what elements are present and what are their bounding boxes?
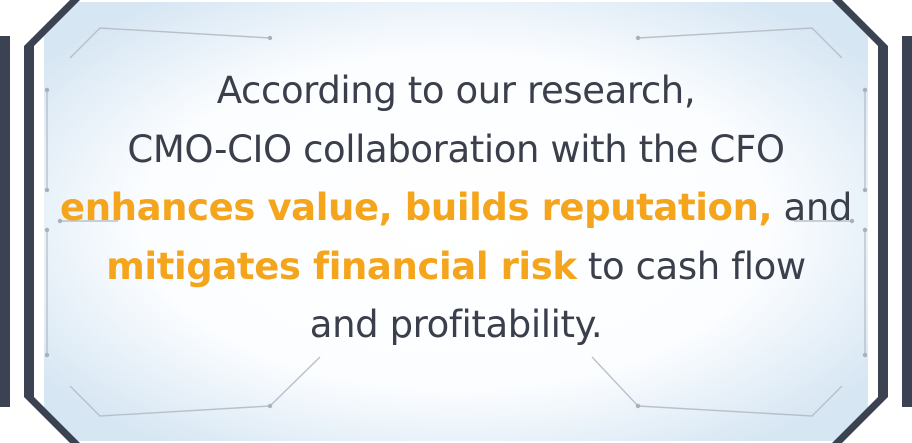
highlight-financial-risk: mitigates financial risk (106, 244, 577, 288)
circuit-nodes (44, 35, 868, 409)
panel-background (44, 2, 868, 441)
quote-line-2: CMO-CIO collaboration with the CFO (127, 127, 785, 171)
right-edge-bar (902, 36, 912, 407)
right-bracket (832, 0, 888, 443)
quote-line-5: and profitability. (309, 303, 603, 346)
quote-line-1: According to our research, (216, 69, 696, 112)
highlight-value-reputation: enhances value, builds reputation, (60, 186, 773, 229)
left-edge-bar (0, 36, 10, 407)
quote-line-3: enhances value, builds reputation, and (60, 186, 852, 229)
circuit-lines (46, 27, 866, 417)
left-bracket (24, 0, 80, 443)
quote-line-4: mitigates financial risk to cash flow (106, 244, 806, 288)
callout-quote: According to our research, CMO-CIO colla… (40, 62, 872, 355)
